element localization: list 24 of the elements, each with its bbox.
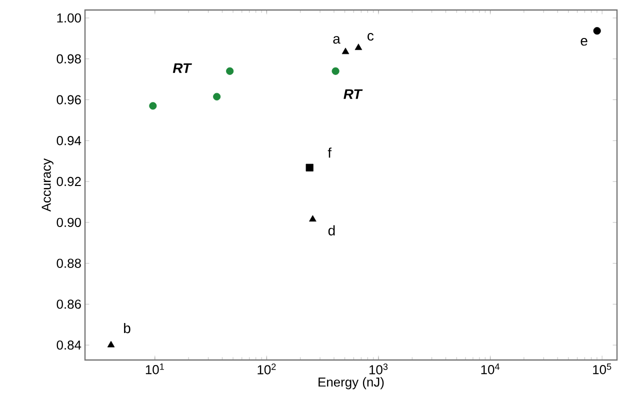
annotation: RT <box>344 89 363 99</box>
x-tick-label: 10$^{3}$ <box>370 364 388 374</box>
annotation: RT <box>172 63 192 73</box>
x-tick-label: 10$^{1}$ <box>146 364 164 374</box>
annotation: e <box>580 38 588 46</box>
y-tick-label: 1.00 <box>57 13 81 23</box>
y-tick-label: 0.92 <box>56 176 81 186</box>
y-axis-title: Accuracy <box>42 158 54 212</box>
y-tick-label: 0.86 <box>56 300 81 309</box>
x-tick-label: 10$^{5}$ <box>593 364 612 374</box>
x-axis-title: Energy (nJ) <box>318 377 384 390</box>
annotation: c <box>368 32 374 41</box>
annotation: b <box>124 322 130 334</box>
y-tick-label: 0.96 <box>56 95 81 104</box>
y-tick-label: 0.84 <box>56 340 82 350</box>
y-tick-label: 0.88 <box>56 258 81 268</box>
annotation: a <box>333 36 340 44</box>
annotation: d <box>328 225 335 236</box>
x-tick-label: 10$^{2}$ <box>258 364 276 374</box>
x-tick-label: 10$^{4}$ <box>481 364 500 374</box>
annotation: f <box>328 148 332 158</box>
y-tick-label: 0.94 <box>56 136 82 146</box>
y-tick-label: 0.90 <box>56 218 81 227</box>
y-tick-label: 0.98 <box>56 54 81 64</box>
